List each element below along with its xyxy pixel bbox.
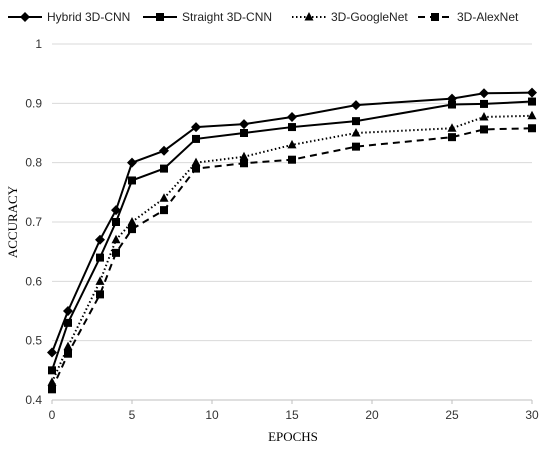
data-point-marker (48, 366, 56, 375)
y-tick-label: 0.4 (25, 393, 42, 407)
data-point-marker (239, 151, 249, 161)
axes (51, 399, 533, 404)
data-point-marker (527, 110, 537, 120)
data-point-marker (159, 145, 169, 156)
x-tick-label: 20 (365, 408, 379, 422)
data-point-marker (352, 142, 360, 151)
legend-item: Straight 3D-CNN (143, 10, 272, 24)
data-point-marker (192, 164, 200, 173)
legend-label: 3D-AlexNet (457, 10, 519, 24)
data-point-marker (112, 248, 120, 257)
y-tick-label: 0.8 (25, 156, 42, 170)
x-tick-label: 0 (49, 408, 56, 422)
data-point-marker (240, 159, 248, 168)
data-point-marker (479, 111, 489, 121)
legend-item: 3D-AlexNet (418, 10, 519, 24)
data-point-marker (448, 133, 456, 142)
data-point-marker (128, 225, 136, 234)
data-point-marker (191, 122, 201, 133)
series-line (51, 127, 533, 390)
x-tick-label: 10 (205, 408, 219, 422)
data-point-marker (160, 164, 168, 173)
data-point-marker (191, 157, 201, 167)
data-point-marker (192, 134, 200, 143)
x-tick-label: 25 (445, 408, 459, 422)
y-axis-title: ACCURACY (5, 185, 20, 258)
data-point-marker (47, 347, 57, 358)
series-group (47, 110, 537, 386)
data-point-marker (527, 87, 537, 98)
data-point-marker (64, 349, 72, 358)
series-lines (47, 87, 537, 394)
data-point-marker (287, 111, 297, 122)
x-tick-label: 5 (129, 408, 136, 422)
y-tick-label: 0.7 (25, 215, 42, 229)
data-point-marker (127, 217, 137, 226)
x-tick-label: 15 (285, 408, 299, 422)
legend-item: Hybrid 3D-CNN (8, 10, 130, 24)
legend-marker (20, 12, 30, 22)
data-point-marker (96, 253, 104, 262)
series-group (47, 87, 537, 358)
data-point-marker (128, 176, 136, 185)
gridlines (52, 43, 532, 342)
series-group (48, 97, 536, 375)
data-point-marker (351, 128, 361, 137)
x-axis-title: EPOCHS (268, 429, 318, 444)
data-point-marker (240, 129, 248, 137)
legend-label: Straight 3D-CNN (182, 10, 272, 24)
data-point-marker (159, 193, 169, 202)
data-point-marker (111, 205, 121, 216)
data-point-marker (48, 385, 56, 394)
data-point-marker (95, 276, 105, 285)
y-tick-label: 1 (35, 37, 42, 51)
legend-marker (156, 13, 164, 21)
data-point-marker (528, 124, 536, 133)
data-point-marker (64, 318, 72, 327)
y-tick-label: 0.6 (25, 274, 42, 288)
data-point-marker (480, 125, 488, 134)
y-tick-label: 0.9 (25, 96, 42, 110)
data-point-marker (112, 218, 120, 226)
legend-label: Hybrid 3D-CNN (47, 10, 130, 24)
legend: Hybrid 3D-CNN Straight 3D-CNN 3D-GoogleNet… (8, 10, 519, 24)
data-point-marker (63, 306, 73, 316)
data-point-marker (352, 117, 360, 126)
data-point-marker (96, 290, 104, 299)
data-point-marker (95, 234, 105, 245)
legend-marker (431, 13, 439, 21)
legend-label: 3D-GoogleNet (331, 10, 408, 24)
data-point-marker (288, 123, 296, 132)
tick-labels: 0.40.50.60.70.80.910 5 10 15 20 25 30 (25, 37, 539, 422)
legend-marker (304, 12, 314, 21)
x-tick-label: 30 (525, 408, 539, 422)
data-point-marker (448, 100, 456, 109)
series-group (48, 124, 536, 394)
data-point-marker (111, 234, 121, 244)
data-point-marker (127, 157, 137, 168)
data-point-marker (287, 139, 297, 149)
data-point-marker (351, 100, 361, 111)
data-point-marker (288, 155, 296, 164)
data-point-marker (479, 88, 489, 99)
data-point-marker (447, 123, 457, 132)
y-tick-label: 0.5 (25, 334, 42, 348)
data-point-marker (480, 99, 488, 108)
data-point-marker (528, 97, 536, 106)
data-point-marker (239, 119, 249, 130)
data-point-marker (160, 206, 168, 215)
series-line (51, 91, 533, 353)
legend-item: 3D-GoogleNet (292, 10, 408, 24)
data-point-marker (63, 341, 73, 351)
